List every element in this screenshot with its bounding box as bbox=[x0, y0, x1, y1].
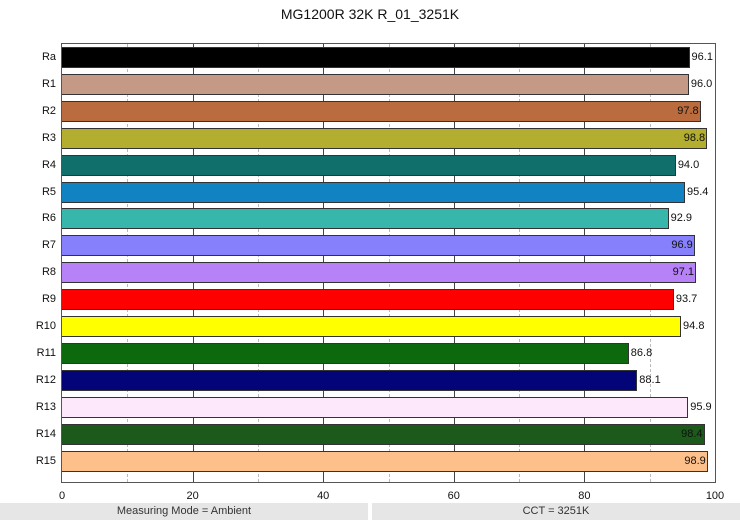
bar-r11 bbox=[62, 342, 629, 364]
value-label: 98.9 bbox=[684, 454, 706, 467]
bar-r12 bbox=[62, 369, 638, 391]
category-label: R9 bbox=[41, 293, 56, 306]
bar-r6 bbox=[62, 208, 669, 230]
value-label: 88.1 bbox=[639, 373, 661, 386]
category-label: R7 bbox=[41, 239, 56, 252]
x-tick-label: 40 bbox=[317, 490, 330, 502]
category-label: R10 bbox=[35, 320, 56, 332]
category-label: R15 bbox=[35, 454, 56, 467]
category-label: Ra bbox=[41, 51, 56, 63]
category-label: R13 bbox=[35, 400, 56, 413]
category-label: R1 bbox=[41, 77, 56, 90]
bar-r15 bbox=[62, 450, 708, 472]
category-label: R14 bbox=[35, 427, 56, 440]
plot-area: 96.1 96.0 97.8 98.8 94.0 95.4 92.9 96.9 97.1 93.7… bbox=[61, 43, 716, 483]
x-tick-label: 0 bbox=[58, 490, 66, 502]
chart-title: MG1200R 32K R_01_3251K bbox=[280, 6, 460, 22]
bar-r10 bbox=[62, 316, 682, 337]
value-label: 95.4 bbox=[686, 185, 709, 198]
category-label: R11 bbox=[36, 346, 56, 359]
value-label: 98.8 bbox=[683, 131, 706, 144]
bar-r13 bbox=[62, 396, 689, 418]
value-label: 98.4 bbox=[681, 427, 703, 440]
category-label: R3 bbox=[41, 131, 56, 144]
bar-r9 bbox=[62, 289, 674, 311]
value-label: 96.0 bbox=[690, 77, 713, 90]
bar-r2 bbox=[62, 100, 701, 122]
bar-r3 bbox=[62, 127, 708, 149]
value-label: 92.9 bbox=[670, 212, 693, 225]
x-tick-label: 60 bbox=[447, 490, 460, 502]
bar-r7 bbox=[62, 235, 695, 257]
bar-r5 bbox=[62, 181, 685, 203]
category-label: R12 bbox=[35, 373, 56, 386]
cct-status: CCT = 3251K bbox=[372, 503, 740, 520]
x-tick-label: 20 bbox=[186, 490, 199, 502]
category-label: R2 bbox=[41, 104, 56, 117]
bar-r1 bbox=[62, 73, 689, 95]
value-label: 96.9 bbox=[671, 239, 693, 252]
bar-r4 bbox=[62, 154, 676, 176]
measuring-mode-status: Measuring Mode = Ambient bbox=[0, 503, 368, 520]
value-label: 96.1 bbox=[691, 51, 713, 63]
category-label: R6 bbox=[41, 212, 56, 225]
value-label: 93.7 bbox=[675, 293, 698, 306]
category-label: R8 bbox=[41, 266, 56, 279]
x-tick-label: 100 bbox=[705, 490, 725, 502]
value-label: 94.0 bbox=[677, 158, 700, 171]
bar-r8 bbox=[62, 262, 697, 284]
bar-ra bbox=[62, 47, 690, 68]
category-label: R4 bbox=[41, 158, 56, 171]
category-label: R5 bbox=[41, 185, 56, 198]
value-label: 97.8 bbox=[677, 104, 699, 117]
value-label: 97.1 bbox=[672, 266, 695, 279]
x-tick-label: 80 bbox=[578, 490, 591, 502]
value-label: 94.8 bbox=[683, 320, 705, 332]
bar-r14 bbox=[62, 423, 705, 445]
value-label: 95.9 bbox=[690, 400, 712, 413]
value-label: 86.8 bbox=[630, 346, 653, 359]
